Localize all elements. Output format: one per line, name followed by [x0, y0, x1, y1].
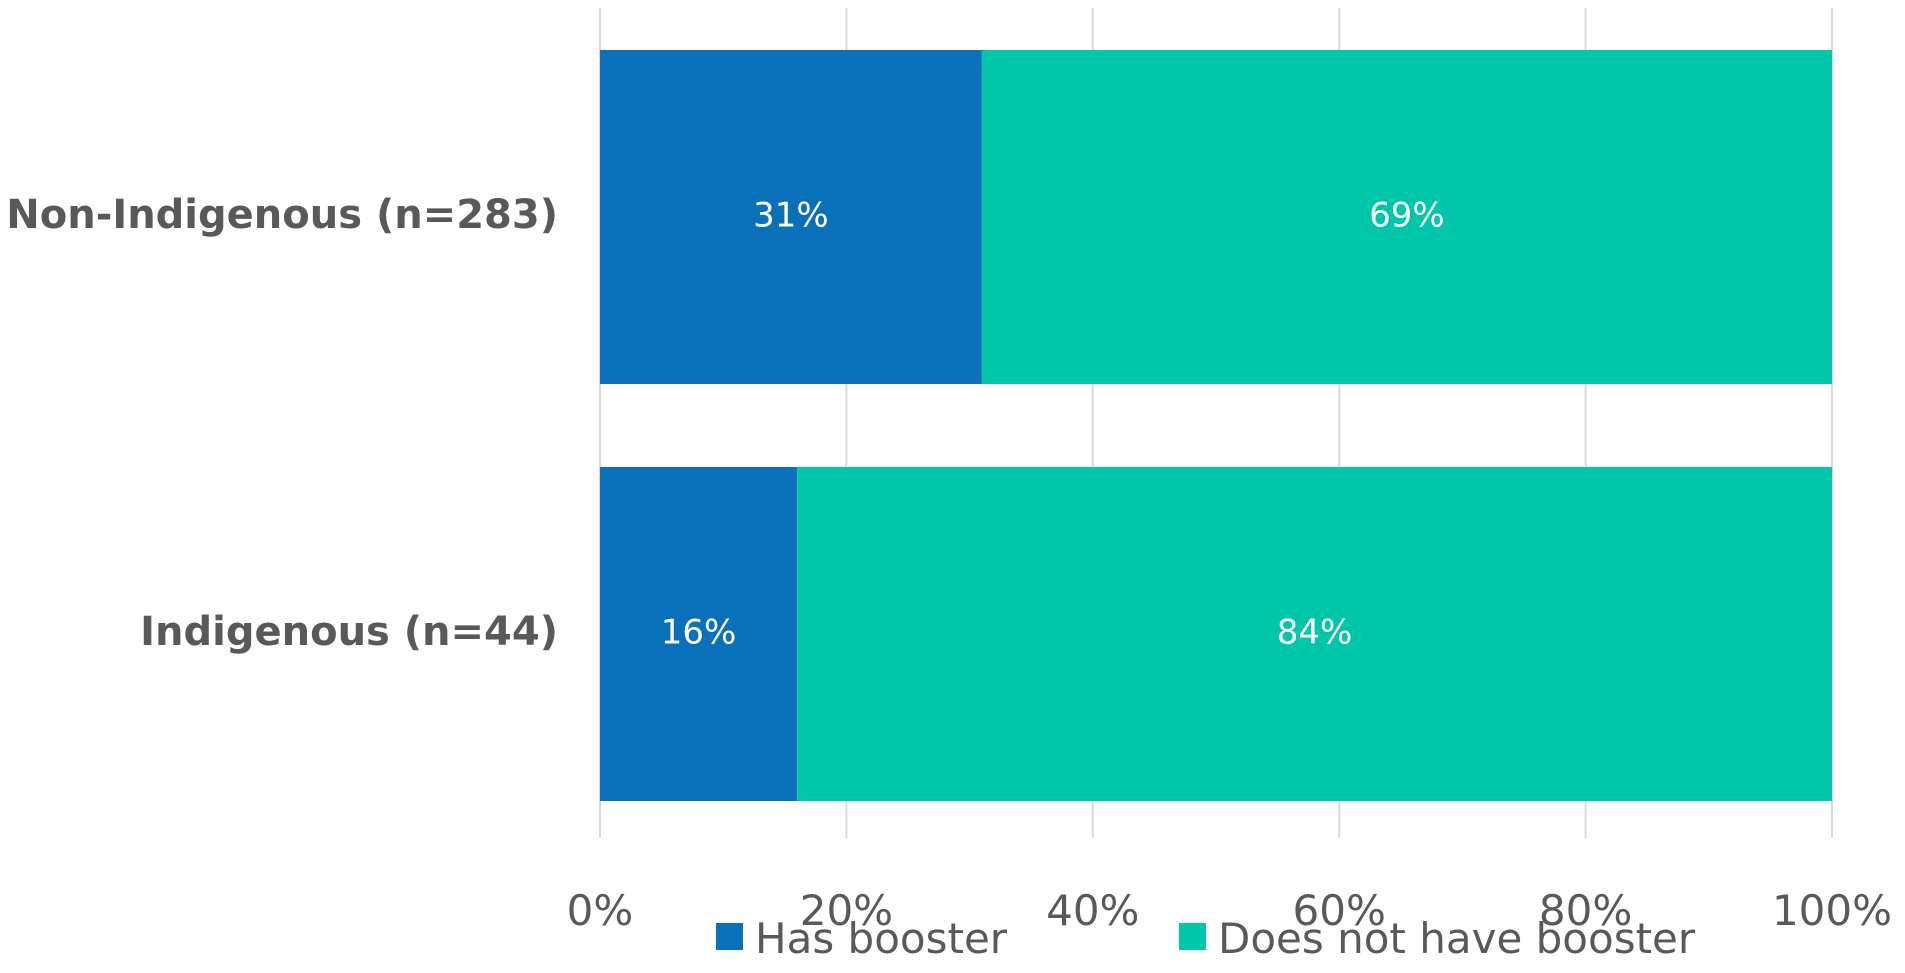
data-label: 69% — [1369, 196, 1445, 236]
data-label: 31% — [753, 196, 829, 236]
x-tick-label: 20% — [800, 886, 893, 935]
category-label: Non-Indigenous (n=283) — [6, 192, 558, 238]
bar-segment — [797, 467, 1832, 801]
legend-label: Does not have booster — [1218, 914, 1696, 963]
legend-swatch — [716, 923, 743, 950]
x-tick-label: 100% — [1772, 886, 1892, 935]
bar-segment — [600, 467, 798, 801]
x-tick-label: 40% — [1046, 886, 1139, 935]
data-labels: 31% 69% 16% 84% — [661, 196, 1445, 653]
data-label: 16% — [661, 613, 737, 653]
category-labels: Non-Indigenous (n=283) Indigenous (n=44) — [6, 192, 558, 655]
legend: Has booster Does not have booster — [716, 914, 1696, 963]
bar-segment — [981, 50, 1832, 384]
category-label: Indigenous (n=44) — [140, 609, 558, 655]
data-label: 84% — [1277, 613, 1353, 653]
bars — [600, 50, 1832, 801]
legend-swatch — [1179, 923, 1206, 950]
x-tick-label: 80% — [1539, 886, 1632, 935]
x-tick-label: 60% — [1293, 886, 1386, 935]
legend-label: Has booster — [755, 914, 1008, 963]
bar-segment — [600, 50, 982, 384]
x-axis-tick-labels: 0% 20% 40% 60% 80% 100% — [567, 886, 1892, 935]
x-tick-label: 0% — [567, 886, 634, 935]
